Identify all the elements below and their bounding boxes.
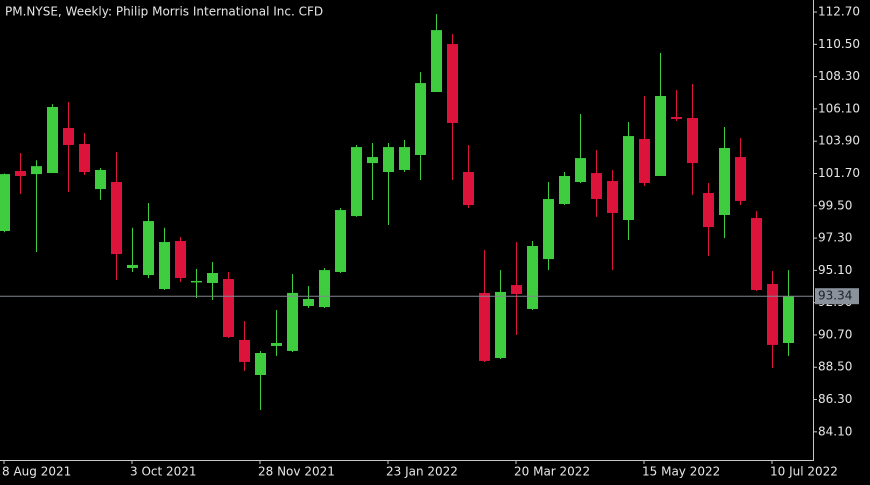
- y-tick-label: 103.90: [818, 134, 860, 148]
- x-tick-label: 28 Nov 2021: [258, 465, 335, 479]
- candle-body: [207, 273, 218, 283]
- candle-body: [0, 174, 10, 232]
- candle-body: [639, 138, 650, 184]
- candle-body: [431, 30, 442, 93]
- y-tick-label: 90.70: [818, 327, 852, 341]
- candle-body: [239, 339, 250, 362]
- candle-body: [191, 280, 202, 283]
- candle-body: [479, 292, 490, 361]
- candle-body: [271, 343, 282, 346]
- candle-body: [463, 172, 474, 206]
- candle-body: [399, 147, 410, 170]
- candle-body: [367, 157, 378, 164]
- x-tick-label: 15 May 2022: [642, 465, 720, 479]
- candle-body: [559, 175, 570, 205]
- y-tick-label: 86.30: [818, 392, 852, 406]
- candle-body: [671, 116, 682, 120]
- candle-body: [735, 157, 746, 201]
- candle-body: [575, 158, 586, 183]
- candle-body: [95, 169, 106, 190]
- last-price-label: 93.34: [818, 289, 852, 303]
- candle-body: [255, 352, 266, 376]
- candle-body: [223, 279, 234, 338]
- candle-body: [543, 199, 554, 260]
- candle-body: [287, 292, 298, 351]
- x-tick-label: 3 Oct 2021: [130, 465, 197, 479]
- x-tick-label: 23 Jan 2022: [386, 465, 458, 479]
- y-tick-label: 108.30: [818, 69, 860, 83]
- candle-body: [127, 264, 138, 269]
- candle-body: [527, 245, 538, 309]
- candle-body: [175, 241, 186, 278]
- candle-body: [319, 270, 330, 308]
- candle-body: [159, 242, 170, 290]
- y-tick-label: 84.10: [818, 424, 852, 438]
- candle-body: [335, 210, 346, 272]
- candle-body: [495, 291, 506, 358]
- y-tick-label: 99.50: [818, 198, 852, 212]
- candle-body: [383, 147, 394, 173]
- candle-body: [415, 83, 426, 155]
- candle-body: [63, 127, 74, 146]
- candle-body: [111, 182, 122, 255]
- y-tick-label: 112.70: [818, 5, 860, 19]
- candle-body: [607, 180, 618, 213]
- candle-body: [767, 284, 778, 345]
- candle-body: [31, 166, 42, 175]
- y-tick-label: 101.70: [818, 166, 860, 180]
- x-tick-label: 10 Jul 2022: [770, 465, 838, 479]
- candle-body: [447, 44, 458, 123]
- candle-body: [623, 136, 634, 221]
- y-tick-label: 88.50: [818, 360, 852, 374]
- candle-body: [719, 147, 730, 216]
- candle-body: [703, 193, 714, 228]
- last-price-box: [815, 288, 859, 305]
- candle-body: [751, 217, 762, 291]
- candle-body: [511, 285, 522, 294]
- candle-body: [591, 173, 602, 200]
- y-tick-label: 95.10: [818, 263, 852, 277]
- candle-body: [79, 143, 90, 173]
- candle-body: [15, 170, 26, 176]
- candle-body: [351, 147, 362, 217]
- candle-body: [143, 221, 154, 276]
- x-tick-label: 20 Mar 2022: [514, 465, 590, 479]
- chart-title: PM.NYSE, Weekly: Philip Morris Internati…: [5, 5, 323, 19]
- candle-body: [655, 95, 666, 176]
- candle-body: [303, 298, 314, 307]
- x-tick-label: 8 Aug 2021: [2, 465, 71, 479]
- candle-body: [687, 118, 698, 164]
- candle-body: [783, 296, 794, 344]
- y-tick-label: 106.10: [818, 101, 860, 115]
- candle-body: [47, 107, 58, 174]
- y-tick-label: 97.30: [818, 231, 852, 245]
- y-tick-label: 110.50: [818, 37, 860, 51]
